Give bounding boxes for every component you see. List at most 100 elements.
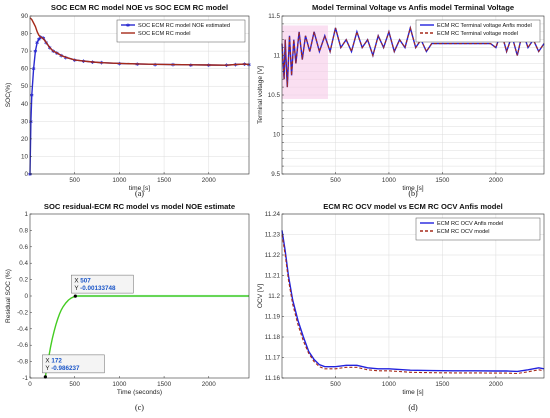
y-tick-label: 9.5 xyxy=(271,171,280,178)
x-tick-label: 1000 xyxy=(382,177,397,184)
y-axis-label: Residual SOC (%) xyxy=(5,269,12,323)
x-tick-label: 1500 xyxy=(435,381,450,388)
series-marker: ✱ xyxy=(82,59,87,65)
y-tick-label: 11.22 xyxy=(265,252,281,259)
chart-title: Model Terminal Voltage vs Anfis model Te… xyxy=(312,3,514,12)
series-marker: ✱ xyxy=(171,63,176,69)
legend: ECM RC OCV Anfis model ECM RC OCV model xyxy=(415,217,541,241)
legend-entry: ECM RC Terminal voltage model xyxy=(437,31,518,37)
legend-box xyxy=(415,19,541,43)
x-tick-label: 1500 xyxy=(157,381,172,388)
series-marker: ✱ xyxy=(29,119,34,125)
y-tick-label: 70 xyxy=(21,48,29,55)
series-marker: ✱ xyxy=(90,60,95,66)
legend: ✱ SOC ECM RC model NOE estimated SOC ECM R… xyxy=(116,19,246,43)
y-tick-label: 0.2 xyxy=(19,277,28,284)
y-tick-label: 11.18 xyxy=(265,334,281,341)
y-axis-label: Terminal voltage [V] xyxy=(257,66,264,124)
y-tick-label: -0.2 xyxy=(17,309,28,316)
datatip-box xyxy=(71,274,134,294)
series-line-2 xyxy=(281,25,545,88)
panel-caption: (a) xyxy=(135,189,144,198)
datatip-marker xyxy=(73,294,77,298)
y-tick-label: 60 xyxy=(21,66,29,73)
y-tick-label: 50 xyxy=(21,83,29,90)
series-line-2 xyxy=(281,234,545,375)
series-marker: ✱ xyxy=(135,62,140,68)
panel-caption: (d) xyxy=(408,403,418,412)
legend-entry: SOC ECM RC model xyxy=(138,31,191,37)
series-marker: ✱ xyxy=(33,49,38,55)
y-tick-label: 40 xyxy=(21,101,29,108)
x-axis-label: time [s] xyxy=(129,185,150,192)
datatip-y-value: -0.986237 xyxy=(51,365,80,372)
y-tick-label: 80 xyxy=(21,31,29,38)
y-tick-label: 11.17 xyxy=(265,355,281,362)
y-tick-label: 11.21 xyxy=(265,273,281,280)
chart-panel-4: 500 1000 1500 2000 11.16 11.17 11.18 11.19 11.21… xyxy=(257,202,545,412)
chart-title: SOC ECM RC model NOE vs SOC ECM RC model xyxy=(51,3,228,12)
series-marker: ✱ xyxy=(37,37,42,43)
legend-entry: ECM RC OCV model xyxy=(437,229,490,235)
x-tick-label: 500 xyxy=(330,177,341,184)
series-line-2 xyxy=(29,17,250,66)
axes-frame xyxy=(29,15,250,175)
x-tick-label: 2000 xyxy=(489,177,504,184)
series-marker: ✱ xyxy=(73,58,78,64)
legend-entry: SOC ECM RC model NOE estimated xyxy=(138,23,230,29)
datatip-x-value: 172 xyxy=(51,357,62,364)
y-tick-label: 11.19 xyxy=(265,314,281,321)
y-tick-label: 0.4 xyxy=(19,260,28,267)
y-axis-label: SOC(%) xyxy=(5,83,12,108)
series-marker: ✱ xyxy=(207,63,212,69)
datatip-y-line: Y -0.986237 xyxy=(45,365,80,372)
y-tick-label: 0 xyxy=(24,171,28,178)
series-line-1 xyxy=(281,230,545,373)
x-tick-label: 500 xyxy=(69,177,80,184)
series-marker: ✱ xyxy=(64,55,69,61)
y-tick-label: -0.6 xyxy=(17,342,28,349)
panel-caption: (b) xyxy=(408,189,418,198)
chart-panel-1: ✱✱✱✱✱✱✱✱✱✱✱✱ ✱ ✱ ✱ ✱ ✱ ✱ ✱ ✱ ✱ ✱ ✱ ✱ ✱ ✱ ✱ ✱ ✱500 1000 1500… xyxy=(5,3,252,198)
series-marker: ✱ xyxy=(35,40,40,46)
y-tick-label: 0.8 xyxy=(19,227,28,234)
x-tick-label: 2000 xyxy=(202,381,217,388)
legend-entry: ECM RC Terminal voltage Anfis model xyxy=(437,23,532,29)
y-tick-label: -1 xyxy=(22,375,28,382)
series-marker: ✱ xyxy=(31,67,36,73)
series-marker: ✱ xyxy=(242,62,247,68)
series-marker: ✱ xyxy=(117,61,122,67)
y-tick-label: 11.24 xyxy=(265,211,281,218)
x-tick-label: 500 xyxy=(330,381,341,388)
y-tick-label: 11 xyxy=(273,53,280,60)
y-tick-label: -0.4 xyxy=(17,326,28,333)
series-marker: ✱ xyxy=(189,63,194,69)
x-tick-label: 2000 xyxy=(202,177,217,184)
series-marker: ✱ xyxy=(51,49,56,55)
series-marker: ✱ xyxy=(99,61,104,67)
datatip-y-value: -0.00133748 xyxy=(80,285,116,292)
y-tick-label: 11.16 xyxy=(265,375,281,382)
y-tick-label: 10 xyxy=(273,132,281,139)
datatip-marker xyxy=(43,375,47,379)
y-tick-label: 0 xyxy=(24,293,28,300)
x-tick-label: 1000 xyxy=(382,381,397,388)
legend-box xyxy=(116,19,246,43)
x-tick-label: 0 xyxy=(28,381,32,388)
series-marker: ✱ xyxy=(225,63,230,69)
plot-area xyxy=(30,16,249,174)
y-tick-label: 10.5 xyxy=(268,92,281,99)
x-tick-label: 2000 xyxy=(489,381,504,388)
series-marker: ✱ xyxy=(59,54,64,60)
datatip-x-value: 507 xyxy=(80,278,91,285)
y-tick-label: 11.5 xyxy=(268,13,280,20)
y-tick-label: 11.23 xyxy=(265,232,281,239)
datatip-box xyxy=(42,354,105,374)
y-axis-label: OCV [V] xyxy=(257,284,264,308)
x-axis-label: Time (seconds) xyxy=(117,389,162,396)
x-tick-label: 1500 xyxy=(435,177,450,184)
chart-title: ECM RC OCV model vs ECM RC OCV Anfis mod… xyxy=(323,202,502,211)
